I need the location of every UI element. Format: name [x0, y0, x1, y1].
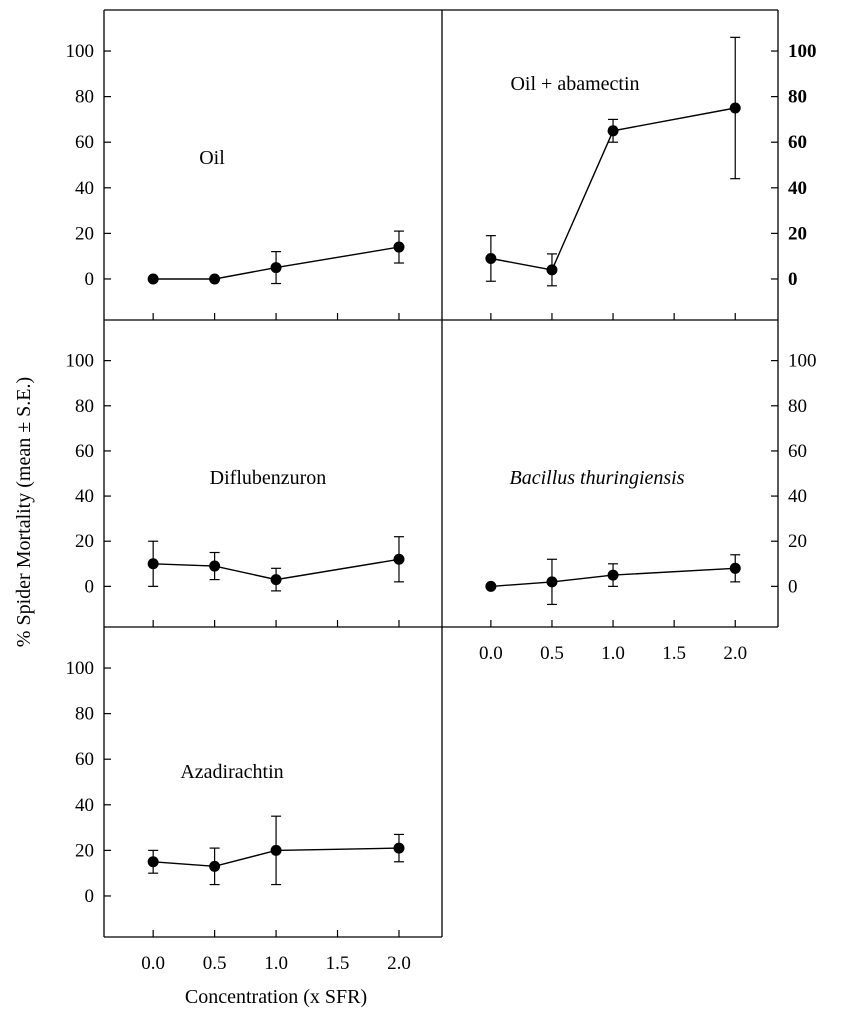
- data-point: [729, 102, 741, 114]
- y-tick-label: 0: [85, 576, 95, 597]
- y-tick-label: 40: [75, 795, 94, 816]
- x-axis-title: Concentration (x SFR): [185, 986, 367, 1008]
- panels: 0 20 40 60 80 100 Oil 0 20 40 60 80 100 Oil + abamect…: [66, 36, 817, 974]
- data-point: [393, 842, 405, 854]
- series-line: [153, 847, 400, 868]
- panel: 0 20 40 60 80 100 Oil + abamectin: [485, 36, 817, 320]
- x-tick-label: 2.0: [387, 953, 411, 974]
- y-tick-label: 100: [66, 41, 95, 62]
- y-tick-label: 80: [75, 704, 94, 725]
- panel-frames: [103, 9, 779, 938]
- panel-label: Azadirachtin: [180, 761, 283, 783]
- data-point: [147, 856, 159, 868]
- y-tick-label: 100: [66, 658, 95, 679]
- data-point: [607, 569, 619, 581]
- data-point: [270, 574, 282, 586]
- data-point: [147, 558, 159, 570]
- x-tick-label: 0.0: [141, 953, 165, 974]
- series-line: [490, 107, 736, 271]
- y-tick-label: 100: [788, 351, 817, 372]
- panel: 0 20 40 60 80 100 Oil: [66, 41, 405, 320]
- y-tick-label: 60: [75, 749, 94, 770]
- y-tick-label: 20: [75, 223, 94, 244]
- panel: 0 20 40 60 80 100 0.0 0.5 1.0 1.5 2.0 Azadirachtin: [66, 658, 411, 974]
- data-point: [270, 844, 282, 856]
- data-point: [393, 553, 405, 565]
- data-point: [209, 860, 221, 872]
- x-tick-label: 0.0: [479, 643, 503, 664]
- y-tick-label: 40: [75, 486, 94, 507]
- y-tick-label: 0: [85, 886, 95, 907]
- data-point: [546, 576, 558, 588]
- panel: 0 20 40 60 80 100 0.0 0.5 1.0 1.5 2.0 Bacillus thur…: [479, 351, 817, 664]
- y-tick-label: 0: [788, 576, 798, 597]
- y-tick-label: 60: [75, 132, 94, 153]
- data-point: [729, 562, 741, 574]
- x-tick-label: 1.5: [326, 953, 350, 974]
- data-point: [270, 262, 282, 274]
- series-line: [153, 246, 400, 280]
- y-tick-label: 40: [788, 178, 807, 199]
- y-tick-label: 20: [788, 531, 807, 552]
- y-tick-label: 0: [788, 269, 798, 290]
- panel: 0 20 40 60 80 100 Diflubenzuron: [66, 351, 405, 627]
- y-tick-label: 0: [85, 269, 95, 290]
- x-tick-label: 2.0: [723, 643, 747, 664]
- data-point: [209, 273, 221, 285]
- y-tick-label: 60: [788, 441, 807, 462]
- y-tick-label: 100: [788, 41, 817, 62]
- y-tick-label: 40: [788, 486, 807, 507]
- y-axis-title: % Spider Mortality (mean ± S.E.): [13, 377, 35, 647]
- data-point: [209, 560, 221, 572]
- panel-label: Bacillus thuringiensis: [510, 467, 685, 489]
- series-line: [153, 558, 400, 581]
- data-point: [546, 264, 558, 276]
- y-tick-label: 60: [788, 132, 807, 153]
- data-point: [607, 125, 619, 137]
- data-point: [485, 580, 497, 592]
- y-tick-label: 60: [75, 441, 94, 462]
- data-point: [393, 241, 405, 253]
- panel-label: Oil + abamectin: [510, 73, 639, 95]
- y-tick-label: 40: [75, 178, 94, 199]
- y-tick-label: 80: [75, 87, 94, 108]
- y-tick-label: 100: [66, 351, 95, 372]
- panel-label: Oil: [199, 147, 225, 169]
- x-tick-label: 0.5: [203, 953, 227, 974]
- y-tick-label: 80: [788, 87, 807, 108]
- data-point: [485, 252, 497, 264]
- series-line: [490, 567, 736, 588]
- y-tick-label: 20: [75, 840, 94, 861]
- x-tick-label: 0.5: [540, 643, 564, 664]
- data-point: [147, 273, 159, 285]
- y-tick-label: 80: [788, 396, 807, 417]
- x-tick-label: 1.5: [662, 643, 686, 664]
- panel-label: Diflubenzuron: [210, 467, 327, 489]
- y-tick-label: 80: [75, 396, 94, 417]
- y-tick-label: 20: [75, 531, 94, 552]
- x-tick-label: 1.0: [264, 953, 288, 974]
- y-tick-label: 20: [788, 223, 807, 244]
- x-tick-label: 1.0: [601, 643, 625, 664]
